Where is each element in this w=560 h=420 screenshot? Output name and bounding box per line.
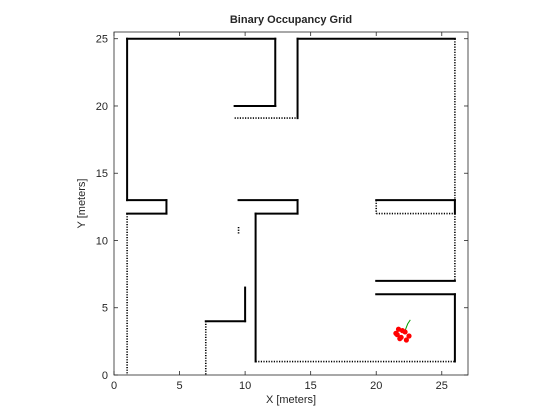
x-tick-label: 20 bbox=[370, 380, 382, 392]
y-tick-label: 20 bbox=[96, 101, 108, 113]
robot-point bbox=[397, 336, 403, 342]
y-axis-label: Y [meters] bbox=[76, 179, 88, 229]
x-tick-label: 10 bbox=[239, 380, 251, 392]
plot-area: 0 5 10 15 20 25 0 5 10 15 20 25 bbox=[96, 31, 469, 392]
y-tick-label: 10 bbox=[96, 235, 108, 247]
x-tick-label: 5 bbox=[176, 380, 182, 392]
x-tick-label: 15 bbox=[305, 380, 317, 392]
x-axis-label: X [meters] bbox=[266, 394, 316, 406]
x-tick-label: 25 bbox=[436, 380, 448, 392]
y-tick-label: 0 bbox=[102, 370, 108, 382]
robot-point bbox=[393, 330, 399, 336]
robot-point bbox=[395, 326, 402, 332]
plot-frame bbox=[113, 31, 469, 376]
chart-title: Binary Occupancy Grid bbox=[230, 14, 352, 26]
robot-trace bbox=[404, 319, 411, 331]
y-tick-label: 25 bbox=[96, 34, 108, 46]
x-tick-label: 0 bbox=[111, 380, 117, 392]
robot-point bbox=[399, 328, 406, 334]
y-tick-label: 5 bbox=[102, 303, 108, 315]
robot-point bbox=[406, 333, 412, 339]
y-tick-label: 15 bbox=[96, 168, 108, 180]
robot-point bbox=[403, 337, 409, 343]
